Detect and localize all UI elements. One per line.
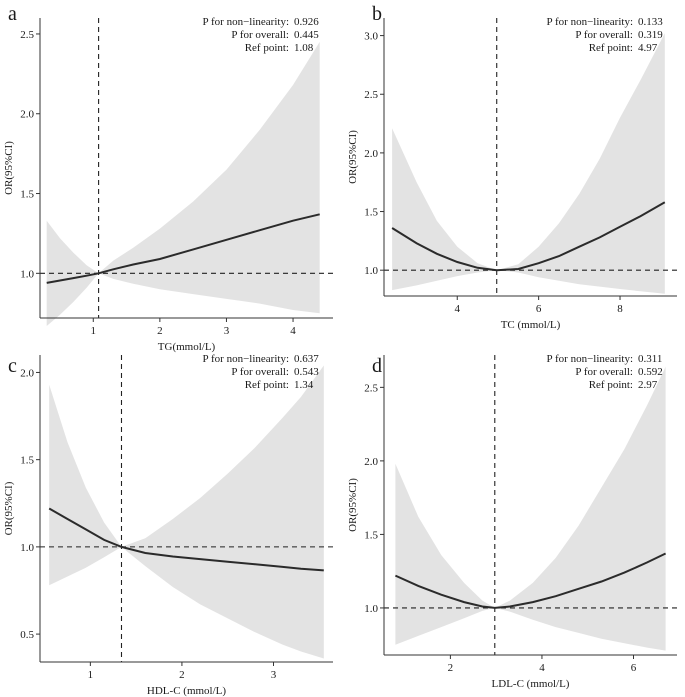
y-tick-label: 0.5 (20, 629, 34, 641)
or-curve (394, 552, 667, 609)
y-axis-title: OR(95%CI) (347, 478, 359, 532)
x-axis-title: LDL-C (mmol/L) (492, 678, 570, 690)
annotation-value: 0.319 (638, 29, 663, 41)
annotation-value: 0.637 (294, 353, 319, 365)
chart-panel-b: b 1.0 1.5 2.0 2.5 3.0 4 6 8 TC (mmol/L) OR(95%CI) P… (347, 3, 677, 331)
confidence-band (46, 41, 320, 327)
annotation-value: 4.97 (638, 42, 658, 54)
y-axis-title: OR(95%CI) (3, 141, 15, 195)
x-tick-label: 3 (224, 325, 230, 337)
panel-letter: d (372, 355, 382, 377)
panel-letter: c (8, 355, 17, 377)
annotation-value: 2.97 (638, 379, 658, 391)
y-tick-label: 1.0 (364, 265, 378, 277)
x-axis-title: TG(mmol/L) (158, 341, 216, 353)
annotation-label: P for overall: (575, 366, 633, 378)
y-tick-label: 1.0 (20, 542, 34, 554)
annotation-label: P for non−linearity: (203, 16, 289, 28)
y-tick-label: 1.0 (20, 268, 34, 280)
annotation-label: P for non−linearity: (547, 16, 633, 28)
annotation-label: P for overall: (231, 366, 289, 378)
confidence-band (392, 33, 665, 294)
annotation-value: 0.133 (638, 16, 663, 28)
x-axis-title: TC (mmol/L) (501, 319, 561, 331)
annotation-label: Ref point: (589, 379, 633, 391)
x-tick-label: 8 (617, 303, 623, 315)
y-axis-title: OR(95%CI) (3, 481, 15, 535)
y-tick-label: 1.5 (364, 207, 378, 219)
annotation-label: P for non−linearity: (203, 353, 289, 365)
x-tick-label: 2 (179, 669, 185, 681)
panel-letter: b (372, 3, 382, 25)
x-tick-label: 3 (271, 669, 277, 681)
annotation-value: 1.08 (294, 42, 314, 54)
annotation-value: 1.34 (294, 379, 314, 391)
annotation-value: 0.445 (294, 29, 319, 41)
annotation-value: 0.592 (638, 366, 663, 378)
annotation-label: P for overall: (575, 29, 633, 41)
chart-panel-a: a 1.0 1.5 2.0 2.5 1 2 3 4 TG(mmol/L) OR(95%CI) P fo… (3, 3, 333, 353)
y-tick-label: 1.5 (364, 529, 378, 541)
y-tick-label: 2.0 (364, 456, 378, 468)
x-tick-label: 2 (448, 662, 454, 674)
y-tick-label: 1.5 (20, 455, 34, 467)
chart-panel-d: d 1.0 1.5 2.0 2.5 2 4 6 LDL-C (mmol/L) OR(95%CI) P… (347, 353, 677, 690)
x-tick-label: 6 (631, 662, 637, 674)
y-tick-label: 3.0 (364, 31, 378, 43)
y-axis-title: OR(95%CI) (347, 130, 359, 184)
or-curve (46, 213, 320, 284)
annotation-label: Ref point: (245, 42, 289, 54)
annotation-value: 0.926 (294, 16, 319, 28)
x-axis-title: HDL-C (mmol/L) (147, 685, 226, 697)
or-curve (48, 507, 324, 572)
confidence-band (49, 365, 324, 659)
y-tick-label: 2.0 (20, 367, 34, 379)
x-tick-label: 6 (536, 303, 542, 315)
y-tick-label: 2.0 (364, 148, 378, 160)
x-tick-label: 1 (91, 325, 97, 337)
y-tick-label: 1.0 (364, 603, 378, 615)
chart-panel-c: c 0.5 1.0 1.5 2.0 1 2 3 HDL-C (mmol/L) OR(95%CI) P… (3, 353, 333, 697)
y-tick-label: 1.5 (20, 189, 34, 201)
or-curve (391, 201, 666, 272)
y-tick-label: 2.0 (20, 109, 34, 121)
x-tick-label: 4 (539, 662, 545, 674)
y-tick-label: 2.5 (364, 382, 378, 394)
annotation-label: Ref point: (589, 42, 633, 54)
y-tick-label: 2.5 (364, 89, 378, 101)
x-tick-label: 1 (88, 669, 94, 681)
confidence-band (395, 366, 666, 651)
annotation-value: 0.543 (294, 366, 319, 378)
annotation-label: P for overall: (231, 29, 289, 41)
panel-letter: a (8, 3, 17, 25)
y-tick-label: 2.5 (20, 29, 34, 41)
annotation-label: Ref point: (245, 379, 289, 391)
annotation-label: P for non−linearity: (547, 353, 633, 365)
annotation-value: 0.311 (638, 353, 662, 365)
x-tick-label: 4 (455, 303, 461, 315)
x-tick-label: 4 (290, 325, 296, 337)
x-tick-label: 2 (157, 325, 163, 337)
